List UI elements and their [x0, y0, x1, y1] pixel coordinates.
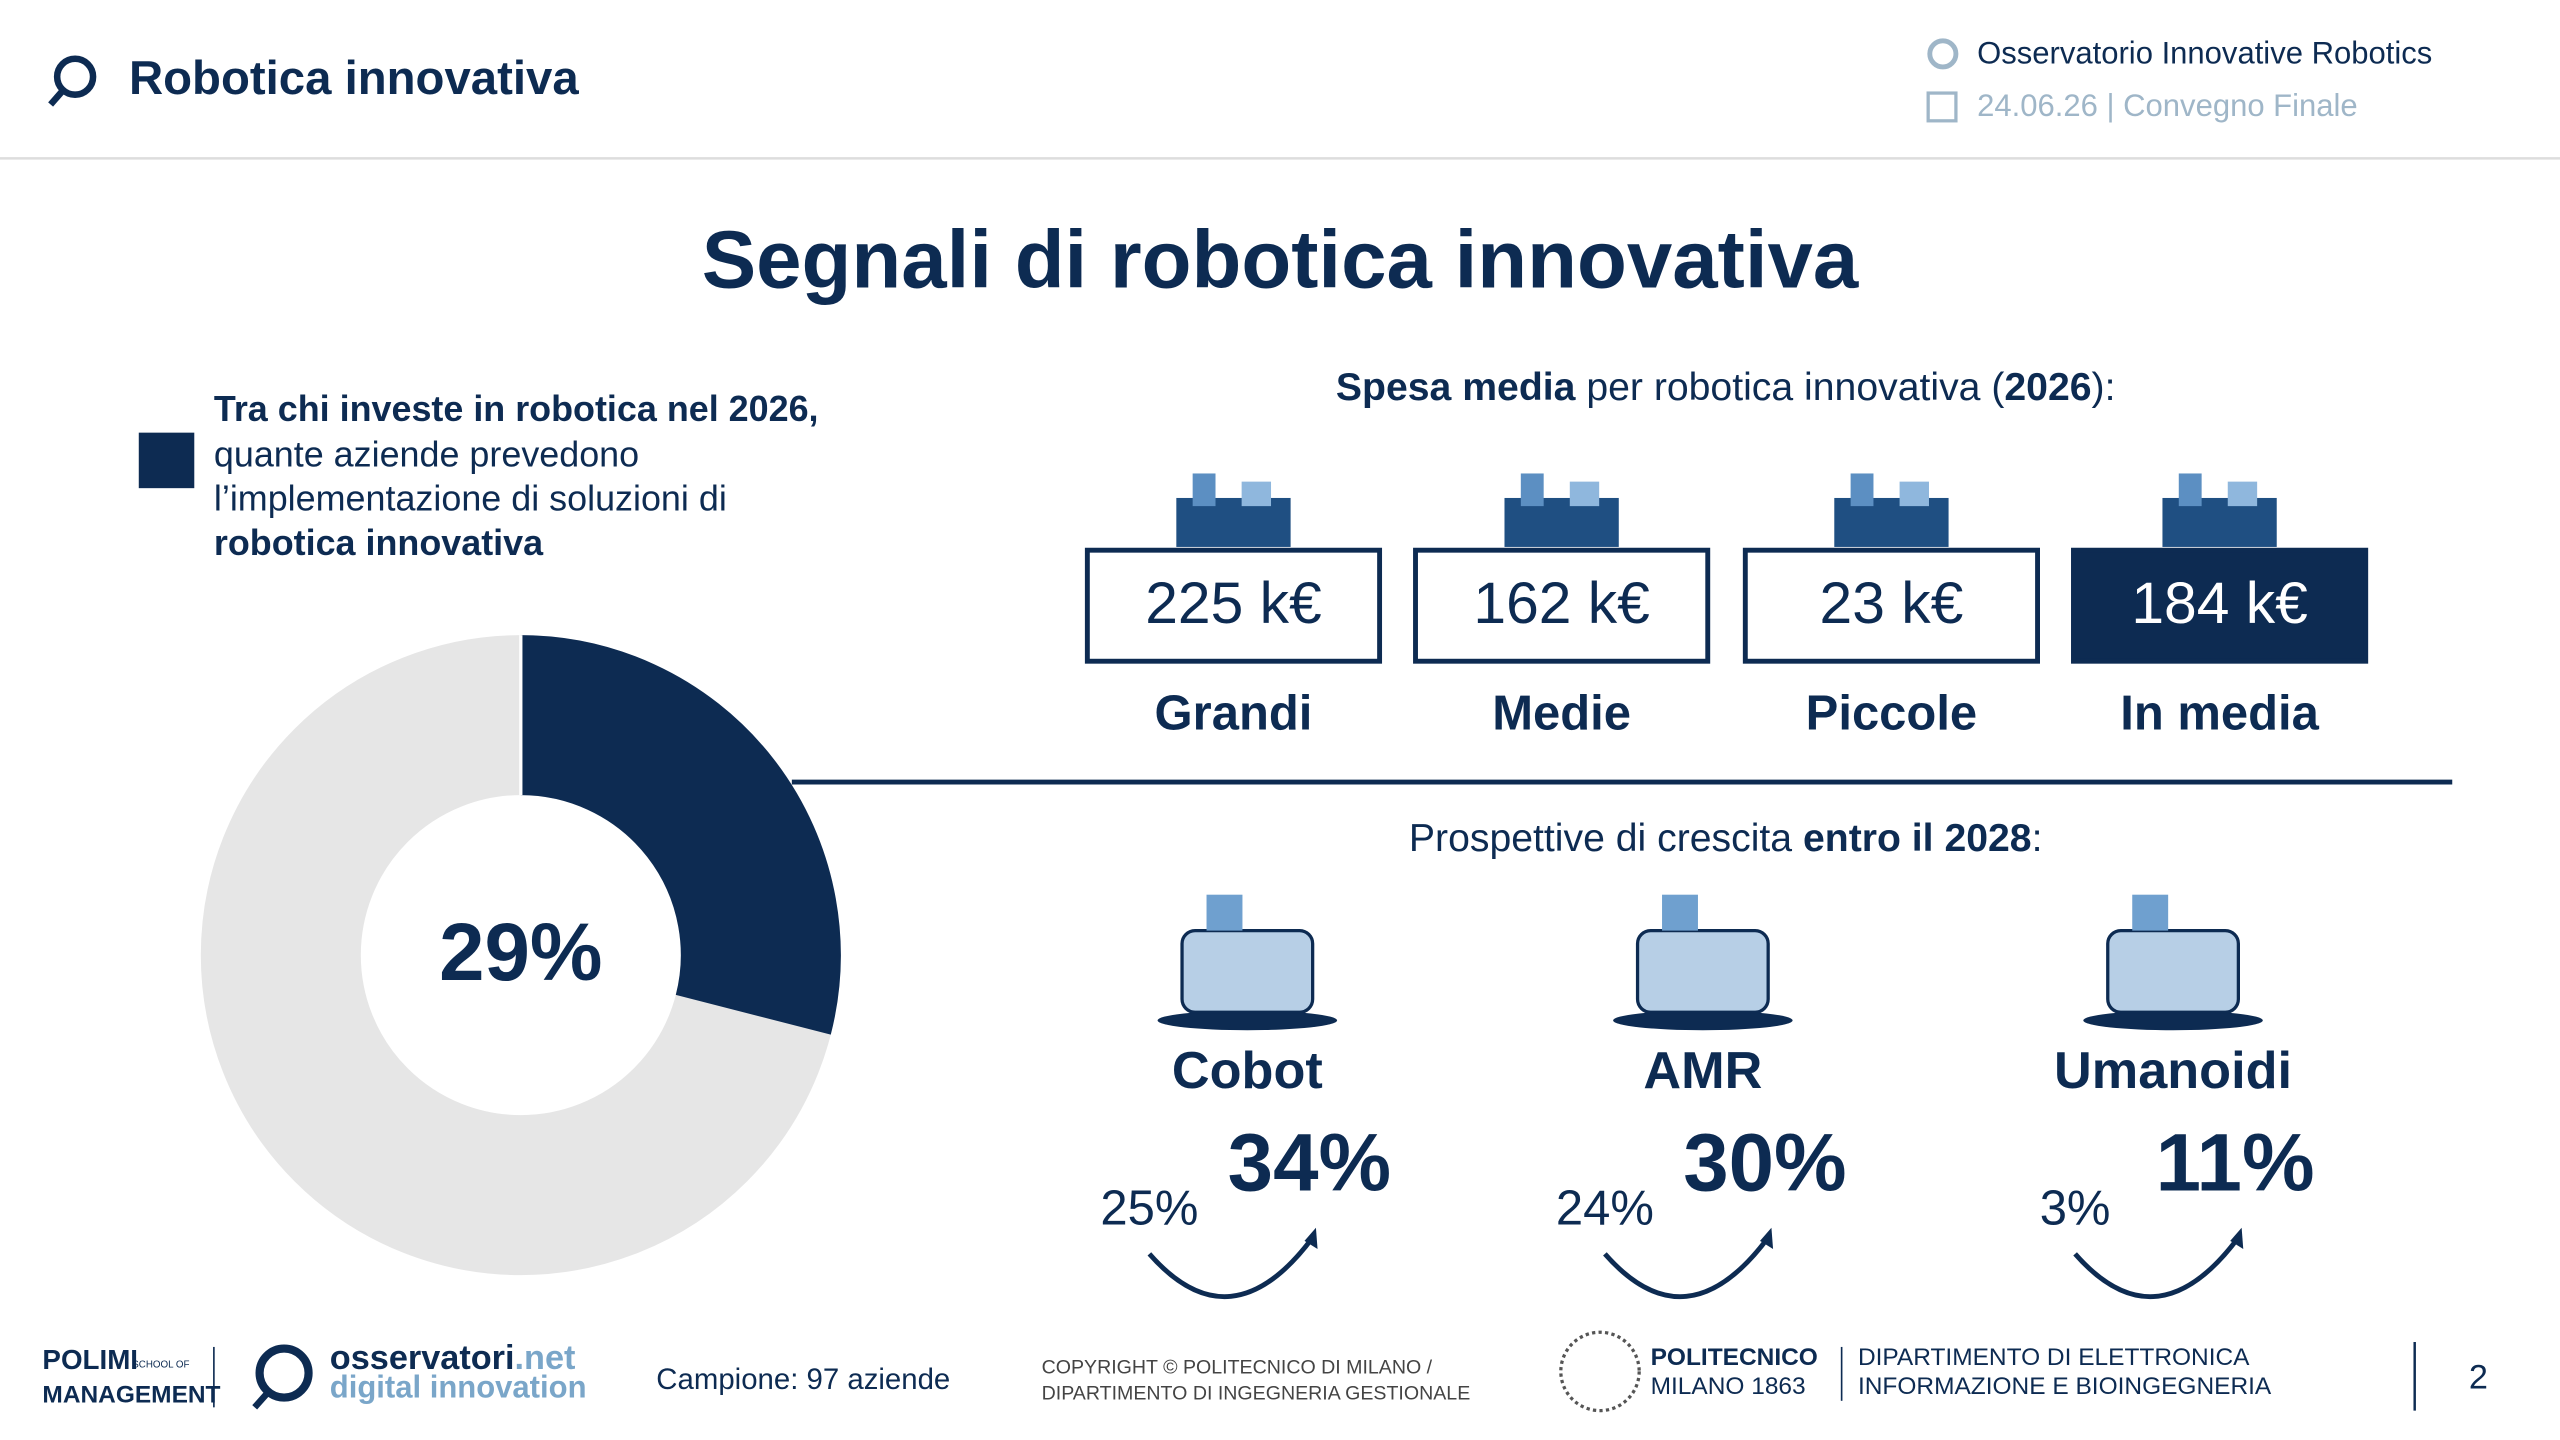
- growth-to: 30%: [1683, 1118, 1846, 1209]
- growth-arrow: [1147, 1236, 1315, 1300]
- question-line: l’implementazione di soluzioni di: [214, 478, 727, 519]
- robot-icon: [1157, 894, 1338, 1031]
- size-label: Medie: [1492, 687, 1631, 741]
- polimi: MANAGEMENT: [42, 1381, 220, 1408]
- size-label: Piccole: [1806, 687, 1977, 741]
- title-part: :: [2032, 817, 2043, 860]
- osservatori: osservatori.net: [330, 1339, 576, 1377]
- robot-base: [2083, 1010, 2263, 1031]
- building-icon: [1176, 473, 1291, 547]
- growth-to: 34%: [1228, 1118, 1391, 1209]
- building-icon: [2162, 473, 2277, 547]
- building-icon: [1834, 473, 1949, 547]
- size-label: In media: [2120, 687, 2319, 741]
- observatory-icon: [1927, 38, 1959, 70]
- building-icon: [1504, 473, 1619, 547]
- building-shape: [1241, 481, 1272, 507]
- value-box: [1084, 547, 1383, 664]
- copyright: COPYRIGHT © POLITECNICO DI MILANO /: [1042, 1356, 1433, 1378]
- robot-body: [2106, 928, 2240, 1014]
- robot-detail: [2132, 894, 2169, 931]
- logo-icon: [48, 89, 65, 107]
- osservatori-domain: .net: [515, 1339, 576, 1377]
- observatory: Osservatorio Innovative Robotics: [1977, 36, 2432, 71]
- copyright: DIPARTIMENTO DI INGEGNERIA GESTIONALE: [1042, 1382, 1471, 1404]
- size-label: Grandi: [1155, 687, 1313, 741]
- value-label: 162 k€: [1473, 571, 1649, 636]
- growth-arrow: [1603, 1236, 1771, 1300]
- department: DIPARTIMENTO DI ELETTRONICA: [1858, 1344, 2250, 1371]
- arrow-head: [2230, 1227, 2244, 1249]
- donut-segment: [519, 635, 841, 1035]
- value-box: [2071, 547, 2369, 664]
- arrow-head: [1760, 1227, 1774, 1249]
- osservatori-sub: digital innovation: [330, 1370, 587, 1405]
- growth-items: Cobot 25% 34% AMR 24% 30% Umanoidi 3% 11%: [1100, 894, 2315, 1300]
- footer: POLIMI SCHOOL OF MANAGEMENT osservatori.…: [42, 1330, 2488, 1413]
- growth-from: 25%: [1100, 1181, 1198, 1235]
- building-shape: [2178, 473, 2202, 507]
- question-line: robotica innovativa: [214, 522, 544, 563]
- polimi: SCHOOL OF: [132, 1359, 189, 1370]
- osservatori-name: osservatori: [330, 1339, 515, 1377]
- growth-from: 3%: [2040, 1181, 2111, 1235]
- politecnico-seal: [1559, 1330, 1641, 1413]
- building-shape: [1569, 481, 1600, 507]
- robot-icon: [2083, 894, 2263, 1031]
- legend-swatch: [138, 432, 195, 489]
- building-shape: [1520, 473, 1544, 507]
- header-title: Robotica innovativa: [129, 52, 579, 105]
- title-part: ):: [2092, 367, 2116, 410]
- politecnico: MILANO 1863: [1651, 1373, 1806, 1400]
- title-part: Spesa media: [1336, 367, 1577, 410]
- main-title: Segnali di robotica innovativa: [702, 215, 1859, 306]
- department: INFORMAZIONE E BIOINGEGNERIA: [1858, 1373, 2272, 1400]
- growth-to: 11%: [2156, 1118, 2315, 1209]
- arrow-head: [1304, 1227, 1318, 1249]
- logo-icon: [53, 55, 97, 98]
- value-label: 225 k€: [1145, 571, 1321, 636]
- building-shape: [1899, 481, 1929, 507]
- sample: Campione: 97 aziende: [656, 1363, 950, 1396]
- polimi: POLIMI: [42, 1344, 138, 1375]
- title-part: 2026: [2004, 367, 2091, 410]
- robot-label: Umanoidi: [2054, 1042, 2292, 1100]
- header: Robotica innovativa Osservatorio Innovat…: [0, 36, 2560, 160]
- robot-icon: [1613, 894, 1793, 1031]
- osservatori-logo: [252, 1390, 271, 1410]
- question-line: Tra chi investe in robotica nel 2026,: [214, 388, 819, 429]
- value-label: 23 k€: [1820, 571, 1964, 636]
- spending-items: 225 k€ Grandi 162 k€ Medie 23 k€ Piccole 184 k…: [1084, 473, 2369, 741]
- growth-arrow: [2073, 1236, 2241, 1300]
- robot-body: [1180, 928, 1315, 1014]
- title-part: per robotica innovativa (: [1575, 367, 2004, 410]
- value-box: [1413, 547, 1711, 664]
- osservatori-logo: [255, 1344, 313, 1402]
- robot-label: Cobot: [1172, 1042, 1323, 1100]
- growth-from: 24%: [1556, 1181, 1654, 1235]
- value-label: 184 k€: [2131, 571, 2307, 636]
- robot-body: [1635, 928, 1770, 1014]
- robot-label: AMR: [1643, 1042, 1762, 1100]
- title-part: Prospettive di crescita: [1409, 817, 1803, 860]
- calendar-icon: [1926, 91, 1958, 123]
- question-line: quante aziende prevedono: [214, 434, 639, 475]
- spending-title: Spesa media per robotica innovativa (202…: [1336, 367, 2116, 410]
- title-part: entro il 2028: [1803, 817, 2032, 860]
- politecnico: POLITECNICO: [1651, 1344, 1818, 1371]
- page-number: 2: [2469, 1359, 2488, 1397]
- building-shape: [1850, 473, 1874, 507]
- event: 24.06.26 | Convegno Finale: [1977, 88, 2358, 123]
- building-shape: [2227, 481, 2258, 507]
- robot-detail: [1662, 894, 1698, 931]
- robot-base: [1613, 1010, 1793, 1031]
- growth-title: Prospettive di crescita entro il 2028:: [1409, 817, 2043, 860]
- robot-base: [1157, 1010, 1338, 1031]
- robot-detail: [1206, 894, 1243, 931]
- building-shape: [1192, 473, 1216, 507]
- value-box: [1742, 547, 2041, 664]
- donut-label: 29%: [439, 907, 602, 998]
